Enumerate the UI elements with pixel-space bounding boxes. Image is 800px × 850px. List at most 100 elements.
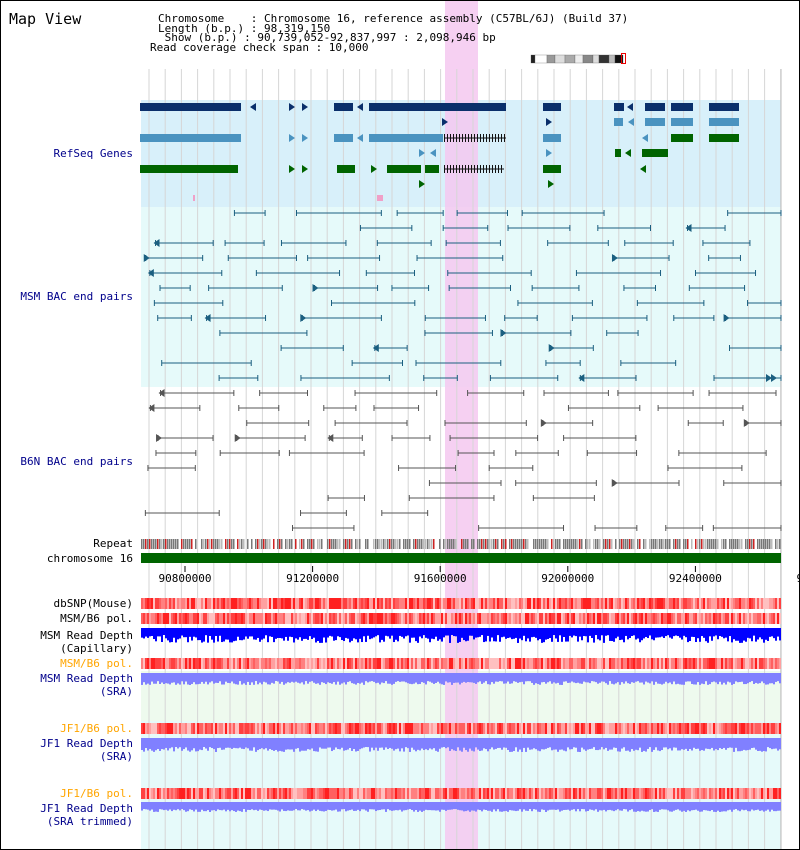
track-label-refseq-genes[interactable]: RefSeq Genes [53, 147, 133, 160]
depth-bar [737, 802, 739, 811]
repeat-element [707, 539, 709, 549]
gene-arrow [300, 314, 307, 322]
heat-cell [167, 598, 169, 609]
heat-cell [471, 613, 473, 624]
depth-bar [447, 738, 449, 748]
heat-cell [159, 723, 161, 734]
depth-bar [145, 802, 147, 810]
heat-cell [143, 598, 145, 609]
depth-bar [717, 673, 719, 685]
depth-bar [405, 628, 407, 637]
heat-cell [521, 613, 523, 624]
depth-bar [333, 673, 335, 683]
depth-bar [471, 673, 473, 683]
heat-cell [175, 723, 177, 734]
heat-cell [491, 658, 493, 669]
track-label-repeat[interactable]: Repeat [93, 537, 133, 550]
depth-bar [183, 738, 185, 750]
heat-cell [473, 658, 475, 669]
depth-bar [207, 802, 209, 811]
heat-cell [665, 723, 667, 734]
track-label-msm-b6-pol-2[interactable]: MSM/B6 pol. [60, 657, 133, 670]
gene-arrow [685, 224, 692, 232]
track-label-jf1-b6-pol-2[interactable]: JF1/B6 pol. [60, 787, 133, 800]
track-label-jf1-read-depth-sra[interactable]: JF1 Read Depth (SRA) [40, 737, 133, 763]
refseq-pink-mark [377, 195, 383, 201]
track-label-dbsnp[interactable]: dbSNP(Mouse) [53, 597, 133, 610]
heat-cell [561, 788, 563, 799]
heat-cell [339, 613, 341, 624]
repeat-element [737, 539, 739, 549]
depth-bar [595, 738, 597, 751]
gene-arrow [625, 149, 631, 157]
heat-cell [449, 598, 451, 609]
heat-cell [579, 613, 581, 624]
depth-bar [705, 738, 707, 749]
heat-cell [167, 723, 169, 734]
depth-bar [449, 628, 451, 643]
depth-bar [155, 673, 157, 684]
depth-bar [521, 738, 523, 752]
depth-bar [169, 673, 171, 685]
heat-cell [347, 788, 349, 799]
repeat-element [281, 539, 283, 549]
heat-cell [647, 613, 649, 624]
track-label-msm-read-depth-capillary[interactable]: MSM Read Depth (Capillary) [40, 629, 133, 655]
track-label-b6n-bac[interactable]: B6N BAC end pairs [20, 455, 133, 468]
depth-bar [675, 673, 677, 685]
heat-cell [733, 658, 735, 669]
repeat-element [167, 539, 169, 549]
depth-bar [665, 802, 667, 810]
depth-bar [509, 802, 511, 811]
repeat-element [713, 539, 715, 549]
heat-cell [283, 613, 285, 624]
depth-bar [655, 628, 657, 638]
depth-bar [407, 802, 409, 810]
heat-cell [659, 723, 661, 734]
depth-bar [685, 628, 687, 638]
depth-bar [701, 738, 703, 751]
depth-bar [385, 628, 387, 636]
track-label-msm-bac[interactable]: MSM BAC end pairs [20, 290, 133, 303]
repeat-element [349, 539, 351, 549]
heat-cell [555, 788, 557, 799]
track-label-msm-read-depth-sra[interactable]: MSM Read Depth (SRA) [40, 672, 133, 698]
depth-bar [739, 673, 741, 682]
heat-cell [673, 788, 675, 799]
repeat-element [741, 539, 743, 549]
heat-cell [497, 723, 499, 734]
heat-cell [383, 598, 385, 609]
repeat-element [483, 539, 485, 549]
heat-cell [517, 723, 519, 734]
heat-cell [195, 613, 197, 624]
heat-cell [635, 788, 637, 799]
repeat-element [397, 539, 399, 549]
depth-bar [179, 738, 181, 748]
track-label-jf1-read-depth-trimmed[interactable]: JF1 Read Depth (SRA trimmed) [40, 802, 133, 828]
depth-bar [207, 628, 209, 643]
depth-bar [569, 738, 571, 750]
heat-cell [197, 723, 199, 734]
repeat-element [425, 539, 427, 549]
heat-cell [511, 723, 513, 734]
depth-bar [543, 802, 545, 810]
heat-cell [207, 613, 209, 624]
heat-cell [211, 788, 213, 799]
depth-bar [515, 802, 517, 812]
heat-cell [629, 598, 631, 609]
heat-cell [309, 613, 311, 624]
track-label-msm-b6-pol-1[interactable]: MSM/B6 pol. [60, 612, 133, 625]
depth-bar [725, 673, 727, 685]
heat-cell [193, 613, 195, 624]
depth-bar [435, 628, 437, 637]
heat-cell [639, 788, 641, 799]
depth-bar [259, 802, 261, 810]
depth-bar [413, 628, 415, 638]
track-label-jf1-b6-pol-1[interactable]: JF1/B6 pol. [60, 722, 133, 735]
ideogram-band [554, 54, 566, 64]
depth-bar [647, 628, 649, 639]
ideogram-position-marker[interactable] [621, 53, 626, 64]
heat-cell [503, 788, 505, 799]
heat-cell [251, 788, 253, 799]
heat-cell [367, 598, 369, 609]
